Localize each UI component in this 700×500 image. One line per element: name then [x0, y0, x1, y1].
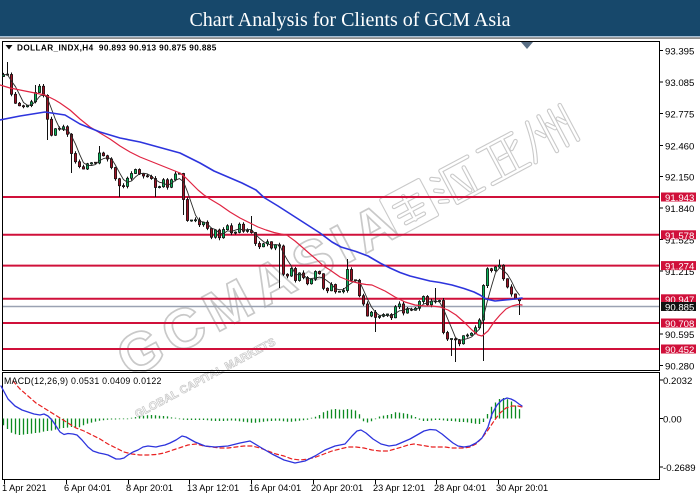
svg-text:93.085: 93.085: [665, 78, 694, 89]
svg-text:91.274: 91.274: [665, 262, 695, 273]
svg-text:91.578: 91.578: [665, 231, 694, 242]
svg-text:92.150: 92.150: [665, 173, 694, 184]
svg-text:30 Apr 20:01: 30 Apr 20:01: [496, 483, 548, 493]
svg-text:0.00: 0.00: [663, 415, 682, 426]
svg-text:92.775: 92.775: [665, 110, 694, 121]
svg-text:Chart Analysis for Clients of: Chart Analysis for Clients of GCM Asia: [189, 9, 510, 31]
svg-text:90.708: 90.708: [665, 319, 694, 330]
svg-text:90.280: 90.280: [665, 362, 694, 373]
svg-text:13 Apr 12:01: 13 Apr 12:01: [187, 483, 239, 493]
svg-text:90.452: 90.452: [665, 345, 694, 356]
svg-text:91.215: 91.215: [665, 267, 694, 278]
svg-text:1 Apr 2021: 1 Apr 2021: [2, 483, 46, 493]
svg-text:6 Apr 04:01: 6 Apr 04:01: [64, 483, 111, 493]
svg-text:91.525: 91.525: [665, 236, 694, 247]
svg-text:-0.2689: -0.2689: [663, 463, 696, 474]
svg-text:93.395: 93.395: [665, 47, 694, 58]
svg-text:91.840: 91.840: [665, 204, 694, 215]
svg-text:DOLLAR_INDX,H4 90.893 90.913: DOLLAR_INDX,H4 90.893 90.913 90.875 90.8…: [17, 44, 217, 53]
svg-text:8 Apr 20:01: 8 Apr 20:01: [126, 483, 173, 493]
svg-text:28 Apr 04:01: 28 Apr 04:01: [434, 483, 486, 493]
svg-text:20 Apr 20:01: 20 Apr 20:01: [311, 483, 363, 493]
svg-text:90.885: 90.885: [665, 303, 694, 314]
svg-text:0.2032: 0.2032: [663, 376, 692, 387]
svg-text:90.595: 90.595: [665, 330, 694, 341]
svg-text:90.947: 90.947: [665, 295, 694, 306]
svg-text:92.460: 92.460: [665, 142, 694, 153]
svg-text:16 Apr 04:01: 16 Apr 04:01: [249, 483, 301, 493]
svg-text:23 Apr 12:01: 23 Apr 12:01: [373, 483, 425, 493]
svg-text:MACD(12,26,9) 0.0531 0.0409 0.: MACD(12,26,9) 0.0531 0.0409 0.0122: [4, 376, 162, 386]
svg-text:91.943: 91.943: [665, 193, 694, 204]
